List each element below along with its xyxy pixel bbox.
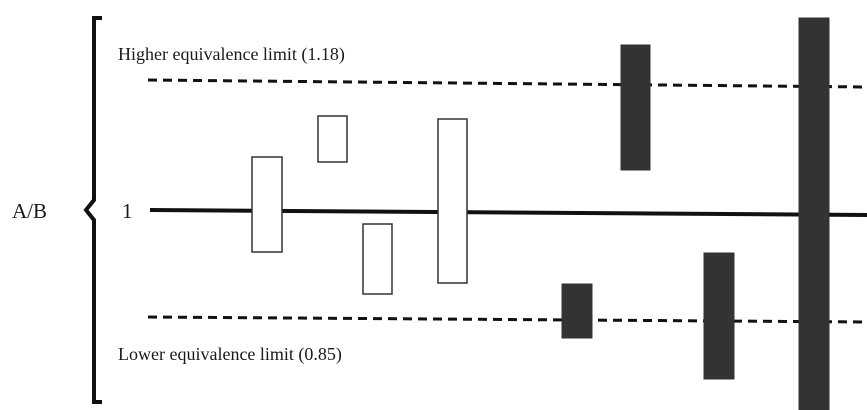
interval-box — [620, 44, 651, 171]
interval-box — [317, 115, 348, 163]
interval-box — [251, 156, 283, 253]
interval-box — [362, 223, 393, 295]
interval-box — [437, 118, 468, 284]
ratio-brace — [83, 16, 102, 404]
unity-label: 1 — [122, 199, 133, 223]
interval-box — [798, 17, 830, 410]
lower-limit-label: Lower equivalence limit (0.85) — [118, 344, 342, 365]
upper-limit-label: Higher equivalence limit (1.18) — [118, 44, 345, 65]
interval-box — [561, 283, 593, 339]
lower-limit-line — [147, 315, 867, 324]
upper-limit-line — [147, 78, 867, 89]
ratio-label: A/B — [12, 199, 47, 223]
interval-box — [703, 252, 735, 380]
